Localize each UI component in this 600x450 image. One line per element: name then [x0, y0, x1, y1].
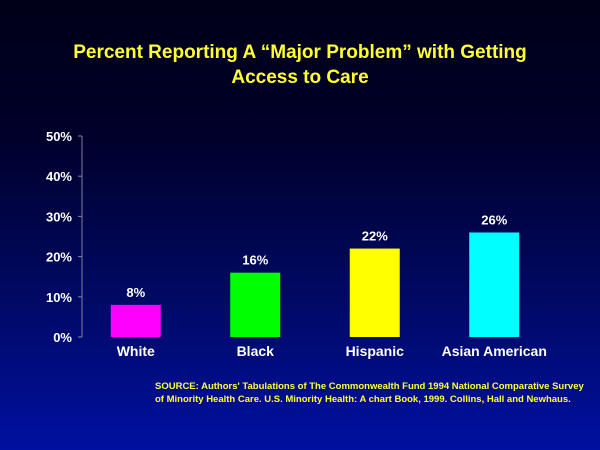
chart-title-line-1: Percent Reporting A “Major Problem” with… — [73, 42, 527, 63]
source-note: SOURCE: Authors' Tabulations of The Comm… — [155, 381, 584, 405]
y-tick-label: 30% — [46, 209, 72, 224]
bar-asian-american — [469, 232, 520, 337]
data-label: 8% — [126, 285, 145, 300]
x-axis-labels: White Black Hispanic Asian American — [117, 343, 547, 359]
x-tick-label: Hispanic — [346, 343, 405, 359]
y-tick-label: 0% — [53, 330, 72, 345]
x-tick-label: White — [117, 343, 155, 359]
data-labels: 8% 16% 22% 26% — [126, 212, 507, 299]
bar-black — [230, 272, 281, 337]
bar-white — [110, 304, 161, 337]
chart-title: Percent Reporting A “Major Problem” with… — [0, 40, 600, 90]
y-tick-label: 50% — [46, 129, 72, 144]
bar-hispanic — [349, 248, 400, 337]
chart-title-line-2: Access to Care — [231, 67, 369, 88]
data-label: 26% — [481, 212, 507, 227]
data-label: 16% — [242, 253, 268, 268]
bars — [110, 232, 520, 337]
y-tick-label: 40% — [46, 169, 72, 184]
y-tick-label: 10% — [46, 290, 72, 305]
x-tick-label: Black — [237, 343, 275, 359]
y-tick-label: 20% — [46, 250, 72, 265]
x-tick-label: Asian American — [442, 343, 547, 359]
y-axis: 0% 10% 20% 30% 40% 50% — [46, 129, 83, 345]
data-label: 22% — [362, 229, 388, 244]
